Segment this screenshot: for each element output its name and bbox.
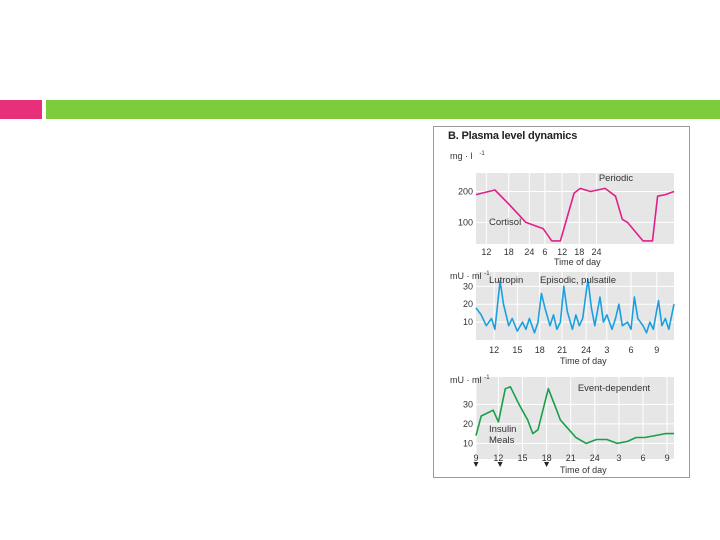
x-tick-label: 12 bbox=[481, 247, 491, 257]
x-tick-label: 3 bbox=[604, 345, 609, 355]
y-axis-label-sup: -1 bbox=[479, 151, 485, 157]
y-tick-label: 30 bbox=[463, 399, 473, 409]
x-tick-label: 24 bbox=[524, 247, 534, 257]
series-label-2: Meals bbox=[489, 435, 515, 446]
x-axis-label: Time of day bbox=[560, 465, 607, 475]
x-tick-label: 24 bbox=[590, 453, 600, 463]
annotation: Event-dependent bbox=[578, 383, 651, 394]
x-axis-label: Time of day bbox=[560, 356, 607, 366]
y-axis-label-sup: -1 bbox=[484, 271, 490, 277]
x-tick-label: 6 bbox=[641, 453, 646, 463]
y-tick-label: 100 bbox=[458, 217, 473, 227]
series-line-lutropin bbox=[475, 278, 675, 334]
y-tick-label: 200 bbox=[458, 187, 473, 197]
y-axis-label-sup: -1 bbox=[484, 375, 490, 381]
x-tick-label: 15 bbox=[512, 345, 522, 355]
accent-bar-green bbox=[46, 100, 720, 119]
y-tick-label: 20 bbox=[463, 299, 473, 309]
y-axis-label: mg · l bbox=[450, 151, 473, 161]
plot-area-2 bbox=[476, 377, 674, 459]
x-tick-label: 18 bbox=[542, 453, 552, 463]
x-tick-label: 12 bbox=[493, 453, 503, 463]
x-tick-label: 9 bbox=[473, 453, 478, 463]
accent-bar-pink bbox=[0, 100, 42, 119]
y-tick-label: 30 bbox=[463, 281, 473, 291]
x-tick-label: 24 bbox=[592, 247, 602, 257]
x-tick-label: 6 bbox=[628, 345, 633, 355]
figure-title: B. Plasma level dynamics bbox=[448, 130, 578, 142]
y-tick-label: 10 bbox=[463, 317, 473, 327]
x-axis-label: Time of day bbox=[554, 257, 601, 267]
series-label: Lutropin bbox=[489, 275, 523, 286]
x-tick-label: 6 bbox=[542, 247, 547, 257]
x-tick-label: 21 bbox=[557, 345, 567, 355]
series-line-cortisol bbox=[475, 187, 675, 242]
x-tick-label: 24 bbox=[581, 345, 591, 355]
series-label: Cortisol bbox=[489, 217, 521, 228]
plot-area-1 bbox=[476, 272, 674, 340]
x-tick-label: 9 bbox=[665, 453, 670, 463]
x-tick-label: 18 bbox=[504, 247, 514, 257]
y-axis-label: mU · ml bbox=[450, 271, 482, 281]
plasma-figure: B. Plasma level dynamics 12 18 24 6 12 18 24 20… bbox=[433, 126, 690, 478]
meal-marker bbox=[544, 462, 550, 467]
x-tick-label: 15 bbox=[517, 453, 527, 463]
series-label: Insulin bbox=[489, 424, 516, 435]
meal-marker bbox=[497, 462, 503, 467]
annotation: Episodic, pulsatile bbox=[540, 275, 616, 286]
series-line-insulin bbox=[475, 385, 674, 445]
x-tick-label: 12 bbox=[489, 345, 499, 355]
x-tick-label: 12 bbox=[557, 247, 567, 257]
x-tick-label: 9 bbox=[654, 345, 659, 355]
x-tick-label: 18 bbox=[535, 345, 545, 355]
x-tick-label: 3 bbox=[616, 453, 621, 463]
x-tick-label: 21 bbox=[566, 453, 576, 463]
plasma-charts: 12 18 24 6 12 18 24 200 100 mg · l -1 Cortisol Perio… bbox=[450, 151, 675, 475]
meal-marker bbox=[473, 462, 479, 467]
y-tick-label: 10 bbox=[463, 438, 473, 448]
x-tick-label: 18 bbox=[574, 247, 584, 257]
annotation: Periodic bbox=[599, 173, 634, 184]
plot-area-0 bbox=[476, 173, 674, 244]
y-axis-label: mU · ml bbox=[450, 375, 482, 385]
y-tick-label: 20 bbox=[463, 419, 473, 429]
